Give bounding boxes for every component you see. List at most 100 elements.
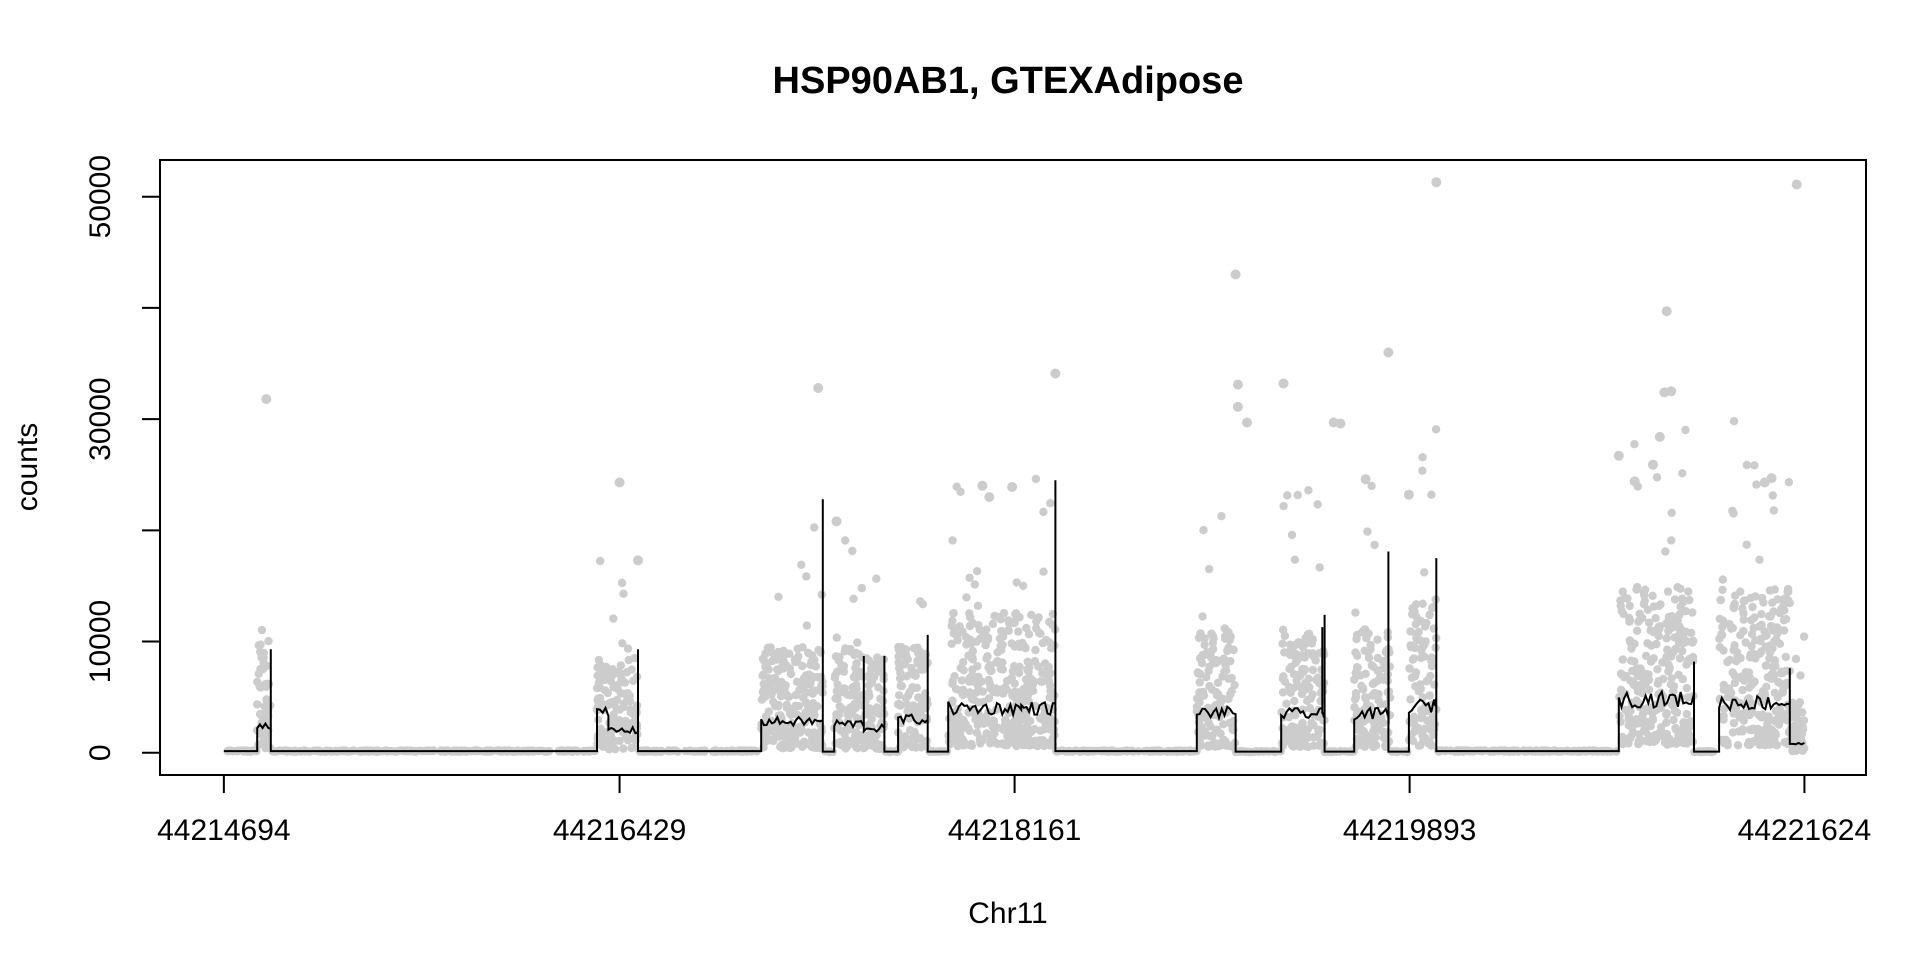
data-point <box>798 661 807 671</box>
data-point <box>1647 641 1656 650</box>
data-point <box>851 648 861 658</box>
data-point <box>831 739 840 748</box>
data-point <box>964 724 973 733</box>
data-point <box>1050 691 1059 700</box>
outlier-point <box>633 555 643 566</box>
data-point <box>848 546 857 556</box>
data-point <box>1418 599 1427 608</box>
data-point <box>798 742 807 751</box>
data-point <box>1425 737 1434 746</box>
data-point <box>1219 735 1228 744</box>
outlier-point <box>1360 474 1371 485</box>
data-point <box>1738 709 1747 718</box>
data-point <box>1796 723 1805 732</box>
data-point <box>1293 490 1303 500</box>
data-point <box>256 640 265 649</box>
data-point <box>817 672 826 682</box>
data-point <box>627 743 636 753</box>
data-point <box>793 644 802 653</box>
data-point <box>1014 627 1023 636</box>
data-point <box>1671 739 1681 748</box>
data-point <box>1669 682 1679 691</box>
data-point <box>1220 624 1230 633</box>
data-point <box>962 593 971 602</box>
data-point <box>782 649 791 659</box>
outlier-point <box>1791 179 1802 190</box>
data-point <box>1354 726 1363 735</box>
data-point <box>1777 604 1786 614</box>
data-point <box>959 685 968 694</box>
data-point <box>764 665 773 674</box>
data-point <box>1682 660 1691 669</box>
data-point <box>618 639 627 648</box>
data-point <box>1676 627 1686 636</box>
data-point <box>1296 671 1305 680</box>
data-point <box>1625 601 1635 611</box>
data-point <box>810 523 819 532</box>
data-point <box>851 669 861 678</box>
data-point <box>1219 720 1228 729</box>
data-point <box>606 743 616 752</box>
data-point <box>1733 741 1743 750</box>
data-point <box>253 700 262 709</box>
data-point <box>1781 652 1791 662</box>
data-point <box>998 640 1007 650</box>
data-point <box>1410 671 1420 681</box>
data-point <box>1373 635 1382 644</box>
data-point <box>1789 728 1798 737</box>
y-axis-label: counts <box>11 423 44 511</box>
data-point <box>1279 501 1288 511</box>
data-point <box>1295 726 1305 735</box>
data-point <box>1277 708 1286 717</box>
data-point <box>1227 686 1237 696</box>
data-point <box>1367 661 1377 670</box>
outlier-point <box>1654 431 1665 442</box>
data-point <box>872 731 881 740</box>
data-point <box>1287 530 1297 540</box>
data-point <box>1046 668 1055 678</box>
data-point <box>1023 657 1032 666</box>
data-point <box>1675 654 1685 663</box>
data-point <box>617 718 626 727</box>
data-point <box>1226 656 1235 666</box>
data-point <box>1370 720 1379 729</box>
data-point <box>1678 594 1687 603</box>
data-point <box>758 654 768 663</box>
data-point <box>1662 634 1671 643</box>
data-point <box>1370 540 1379 550</box>
data-point <box>1204 741 1213 750</box>
x-tick-label: 44218161 <box>948 814 1081 847</box>
data-point <box>997 626 1006 636</box>
data-point <box>1280 648 1289 657</box>
data-point <box>1718 622 1727 632</box>
data-point <box>984 675 993 685</box>
data-point <box>1411 682 1420 691</box>
data-point <box>1630 657 1639 666</box>
data-point <box>802 621 812 630</box>
data-point <box>1283 491 1292 500</box>
data-point <box>1728 623 1738 633</box>
data-point <box>1794 700 1803 709</box>
data-point <box>1427 604 1437 613</box>
data-point <box>762 731 771 740</box>
data-point <box>262 661 271 671</box>
data-point <box>619 699 628 708</box>
coverage-line-layer <box>223 480 1805 753</box>
data-point <box>1216 697 1226 707</box>
data-point <box>1640 585 1650 594</box>
data-point <box>1667 536 1676 545</box>
data-point <box>1765 648 1775 657</box>
data-point <box>1038 638 1048 648</box>
outlier-point <box>1666 386 1677 397</box>
data-point <box>965 688 975 697</box>
data-point <box>895 674 905 683</box>
data-point <box>257 653 266 662</box>
data-point <box>1004 719 1013 728</box>
data-point <box>1647 655 1657 665</box>
data-point <box>1676 584 1685 593</box>
data-point <box>1208 638 1218 647</box>
data-point <box>782 661 791 670</box>
data-point <box>1361 693 1370 702</box>
data-point <box>1416 741 1425 750</box>
